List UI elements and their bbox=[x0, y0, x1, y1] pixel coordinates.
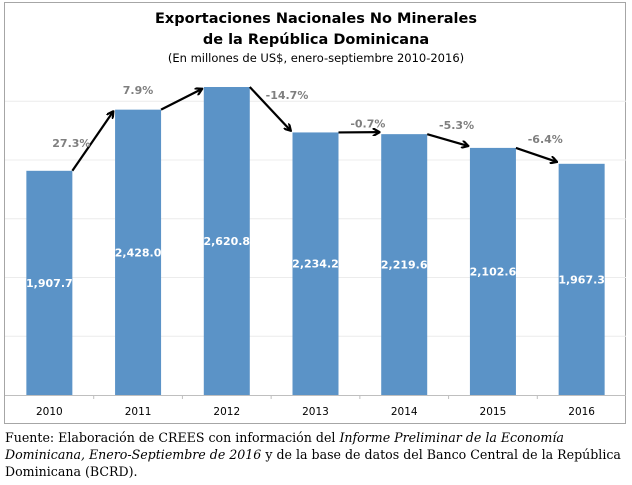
chart-title-line2: de la República Dominicana bbox=[203, 32, 429, 48]
x-tick-label-2014: 2014 bbox=[391, 406, 418, 418]
x-tick-label-2016: 2016 bbox=[568, 406, 595, 418]
chart-subtitle: (En millones de US$, enero-septiembre 20… bbox=[168, 51, 464, 65]
growth-arrow-2015 bbox=[426, 133, 468, 146]
value-label-2010: 1,907.7 bbox=[26, 277, 73, 290]
growth-label-2011: 27.3% bbox=[52, 137, 90, 150]
x-tick-label-2013: 2013 bbox=[302, 406, 329, 418]
growth-label-2014: -0.7% bbox=[350, 117, 385, 130]
bar-2010 bbox=[26, 170, 73, 395]
value-label-2012: 2,620.8 bbox=[203, 235, 250, 248]
x-tick-label-2012: 2012 bbox=[213, 406, 240, 418]
bar-2016 bbox=[558, 163, 605, 395]
growth-label-2013: -14.7% bbox=[266, 89, 309, 102]
growth-label-2012: 7.9% bbox=[123, 84, 154, 97]
growth-arrow-2013 bbox=[248, 86, 291, 130]
caption-prefix: Fuente: Elaboración de CREES con informa… bbox=[5, 430, 340, 445]
growth-arrow-2011 bbox=[71, 112, 113, 172]
value-label-2014: 2,219.6 bbox=[381, 259, 428, 272]
growth-arrow-2012 bbox=[160, 89, 202, 111]
source-caption: Fuente: Elaboración de CREES con informa… bbox=[5, 429, 625, 480]
bar-2011 bbox=[115, 109, 162, 396]
x-tick-label-2011: 2011 bbox=[125, 406, 152, 418]
growth-label-2015: -5.3% bbox=[439, 119, 474, 132]
bar-chart: Exportaciones Nacionales No Minerales de… bbox=[5, 11, 626, 418]
chart-title: Exportaciones Nacionales No Minerales bbox=[155, 11, 477, 27]
value-label-2015: 2,102.6 bbox=[470, 265, 517, 278]
value-label-2011: 2,428.0 bbox=[115, 246, 162, 259]
value-label-2016: 1,967.3 bbox=[558, 273, 605, 286]
bar-2012 bbox=[203, 87, 250, 395]
growth-arrow-2016 bbox=[515, 146, 557, 162]
bar-2014 bbox=[381, 134, 428, 395]
value-label-2013: 2,234.2 bbox=[292, 258, 339, 271]
caption-suffix: y de la base de datos del Banco Central … bbox=[5, 447, 621, 479]
x-tick-label-2015: 2015 bbox=[480, 406, 507, 418]
bar-2015 bbox=[469, 147, 516, 395]
x-tick-label-2010: 2010 bbox=[36, 406, 63, 418]
bar-2013 bbox=[292, 132, 339, 395]
caption-report-title: Informe Preliminar de la Economía Domini… bbox=[5, 430, 564, 462]
growth-label-2016: -6.4% bbox=[528, 133, 563, 146]
